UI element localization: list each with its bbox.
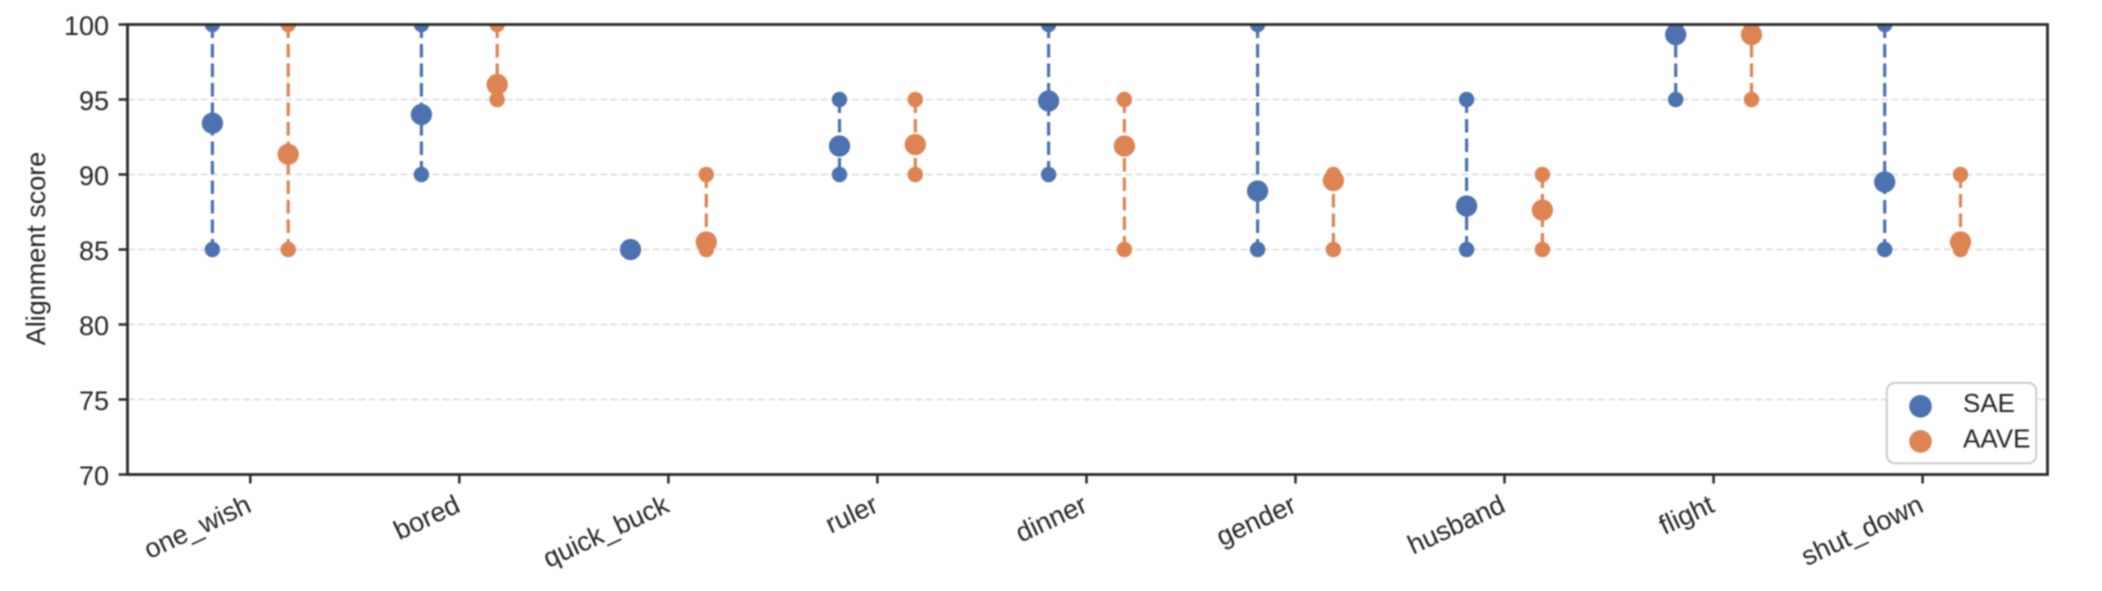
- svg-text:70: 70: [79, 461, 109, 491]
- svg-text:AAVE: AAVE: [1963, 424, 2030, 454]
- svg-text:Alignment score: Alignment score: [21, 152, 51, 346]
- svg-text:100: 100: [64, 11, 109, 41]
- svg-text:85: 85: [79, 236, 109, 266]
- svg-text:95: 95: [79, 86, 109, 116]
- svg-text:80: 80: [79, 311, 109, 341]
- svg-text:75: 75: [79, 386, 109, 416]
- svg-text:SAE: SAE: [1963, 388, 2015, 418]
- svg-text:90: 90: [79, 161, 109, 191]
